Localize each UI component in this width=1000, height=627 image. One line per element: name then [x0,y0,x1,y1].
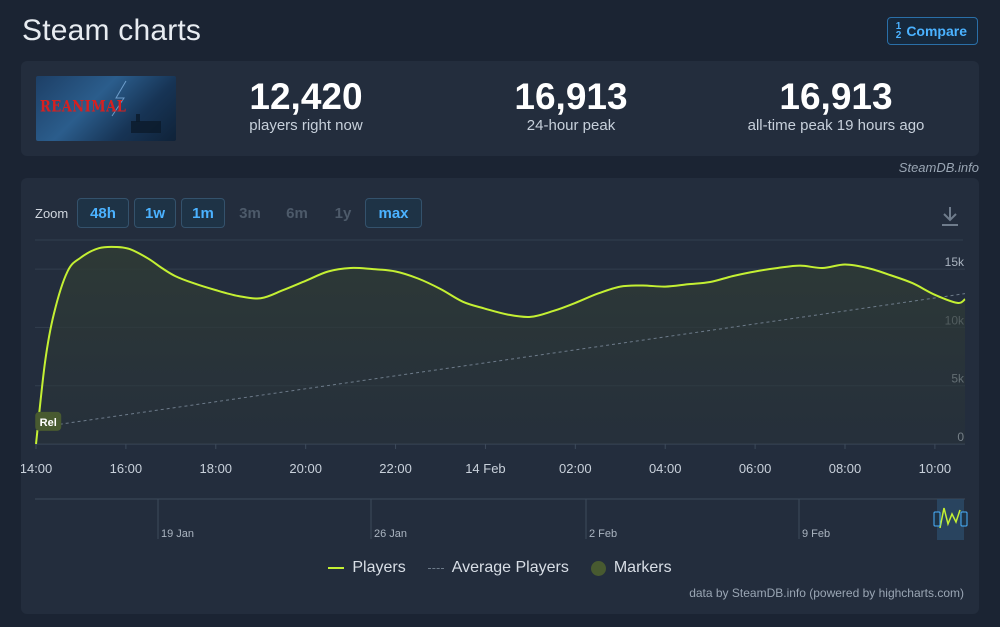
stats-panel: REANIMAL 12,420 players right now 16,913… [21,61,979,156]
markers-legend-swatch [590,560,606,576]
players-line[interactable] [35,245,966,445]
navigator-series [939,507,961,529]
marker-label: Rel [40,417,57,429]
zoom-48h-button[interactable]: 48h [77,198,129,228]
x-tick-label: 04:00 [649,461,682,476]
stat-current-value: 12,420 [249,76,363,117]
storm-graphic [111,80,161,133]
game-logo-text: REANIMAL [40,98,127,117]
stat-all-time-peak-value: 16,913 [779,76,893,117]
legend-average-label: Average Players [451,559,569,576]
stat-24h-peak-label: 24-hour peak [526,117,616,134]
marker-badge [35,411,62,431]
x-tick-label: 18:00 [200,461,233,476]
zoom-label: Zoom [35,206,69,221]
download-icon[interactable] [939,204,961,228]
zoom-1y-button: 1y [334,204,352,222]
navigator-right-handle [960,511,968,527]
x-tick-label: 06:00 [739,461,772,476]
stat-current-label: players right now [249,117,363,134]
legend-markers-label: Markers [613,559,672,576]
x-tick-label: 08:00 [829,461,862,476]
x-tick-label: 14 Feb [465,461,505,476]
stat-current: 12,420 players right now [226,75,386,134]
average-legend-swatch [427,567,444,569]
compare-label: Compare [906,23,967,39]
stat-all-time-peak-label: all-time peak 19 hours ago [747,117,925,134]
navigator-left-handle [933,511,941,527]
y-tick-label: 15k [945,255,965,269]
players-area [36,246,965,444]
navigator[interactable]: 19 Jan 26 Jan 2 Feb 9 Feb [35,498,968,540]
stat-24h-peak: 16,913 24-hour peak [491,75,651,134]
zoom-max-button[interactable]: max [365,198,422,228]
players-legend-swatch [328,567,345,569]
x-tick-label: 16:00 [110,461,143,476]
zoom-3m-button: 3m [239,204,261,222]
zoom-6m-button: 6m [286,204,308,222]
page-title: Steam charts [22,14,202,47]
steamdb-credit[interactable]: SteamDB.info [898,160,979,175]
navigator-label: 26 Jan [374,528,407,540]
average-players-line [35,293,966,429]
legend-average[interactable]: Average Players [427,559,569,577]
navigator-label: 9 Feb [802,528,830,540]
x-tick-label: 14:00 [21,461,52,476]
game-thumbnail[interactable]: REANIMAL [36,76,176,141]
navigator-label: 2 Feb [589,528,617,540]
zoom-1m-button[interactable]: 1m [181,198,225,228]
x-axis-ticks: 14:00 16:00 18:00 20:00 22:00 14 Feb 02:00 04:0… [21,444,951,476]
highcharts-credit[interactable]: data by SteamDB.info (powered by highcha… [689,586,964,600]
zoom-1w-button[interactable]: 1w [134,198,176,228]
chart-legend: Players Average Players Markers [21,559,979,577]
legend-players-label: Players [352,559,406,576]
marker-rel: Rel [35,411,62,431]
chart-markers: Rel [35,411,62,431]
x-tick-label: 10:00 [919,461,952,476]
x-tick-label: 22:00 [379,461,412,476]
legend-markers[interactable]: Markers [590,559,672,577]
stat-24h-peak-value: 16,913 [514,76,628,117]
x-tick-label: 20:00 [289,461,322,476]
legend-players[interactable]: Players [328,559,406,577]
stat-all-time-peak: 16,913 all-time peak 19 hours ago [721,75,951,134]
x-tick-label: 02:00 [559,461,592,476]
players-chart[interactable]: 05k10k15k Rel 14:0016:0018:0020:0022:001… [21,178,979,614]
chart-panel: Zoom 48h 1w 1m 3m 6m 1y max 05k10k15k Re… [21,178,979,614]
navigator-label: 19 Jan [161,528,194,540]
